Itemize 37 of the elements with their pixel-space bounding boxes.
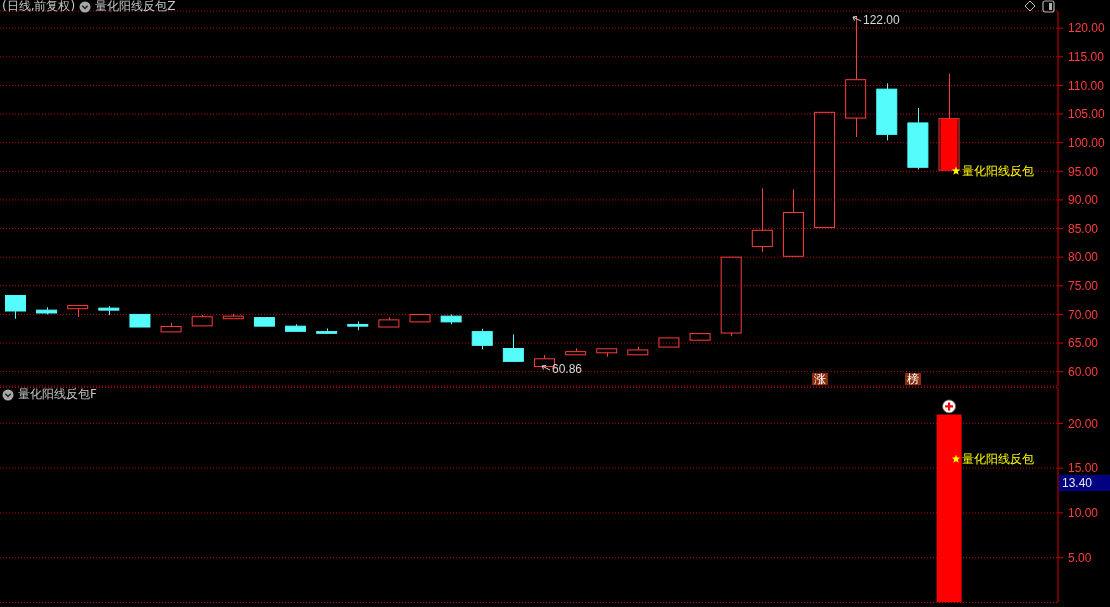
annotation: 60.86 (552, 362, 583, 376)
chart-subtitle: 量化阳线反包Z (95, 0, 176, 13)
y-tick-label: 105.00 (1068, 107, 1106, 122)
y-tick-label: 120.00 (1068, 21, 1106, 36)
candlestick (502, 333, 524, 362)
y-tick-label: 10.00 (1068, 506, 1099, 521)
chart-title: 量化阳线反包F (18, 387, 97, 401)
text: 13.40 (1062, 476, 1093, 490)
annotation: 122.00 (863, 13, 901, 27)
y-tick-label: 90.00 (1068, 193, 1099, 208)
candlestick (751, 187, 773, 253)
annotation: 量化阳线反包 (962, 164, 1034, 178)
candlestick (596, 348, 618, 358)
y-tick-label: 65.00 (1068, 336, 1099, 351)
y-tick-label: 80.00 (1068, 250, 1099, 265)
chart-title: (日线,前复权) (2, 0, 76, 13)
y-tick-label: 60.00 (1068, 364, 1099, 379)
y-tick-label: 70.00 (1068, 307, 1099, 322)
candlestick (67, 305, 89, 318)
annotation: 涨 (814, 372, 826, 386)
y-tick-label: 110.00 (1068, 78, 1105, 93)
annotation: 量化阳线反包 (962, 452, 1034, 466)
candlestick (222, 313, 244, 320)
y-tick-label: 75.00 (1068, 279, 1099, 294)
y-tick-label: 5.00 (1068, 550, 1092, 565)
candlestick (316, 327, 338, 334)
candlestick (782, 188, 804, 257)
candlestick (565, 347, 587, 356)
candlestick (907, 107, 929, 171)
candlestick (285, 323, 307, 332)
y-tick-label: 100.00 (1068, 135, 1106, 150)
y-tick-label: 85.00 (1068, 221, 1099, 236)
annotation: 榜 (907, 372, 919, 386)
y-tick-label: 15.00 (1068, 461, 1099, 476)
y-tick-label: 95.00 (1068, 164, 1099, 179)
y-tick-label: 115.00 (1068, 50, 1105, 65)
y-tick-label: 20.00 (1068, 416, 1099, 431)
